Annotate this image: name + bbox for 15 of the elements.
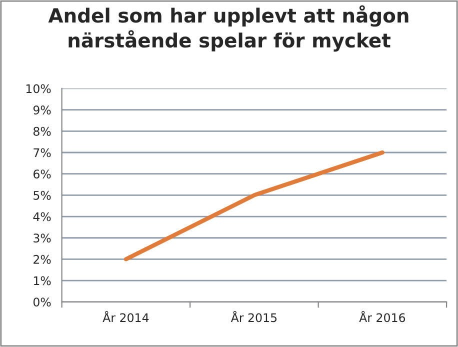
y-tick-label: 6% xyxy=(34,170,51,178)
y-tick-label: 2% xyxy=(34,254,51,264)
chart-title: Andel som har upplevt att någon närstående spelar för mycket xyxy=(48,5,408,52)
y-tick-label: 7% xyxy=(34,148,51,158)
y-tick-label: 8% xyxy=(33,126,51,136)
y-tick-label: 10% xyxy=(26,84,51,94)
x-tick-label: År 2015 xyxy=(230,311,277,322)
y-tick-label: 1% xyxy=(34,276,51,286)
y-tick-label: 4% xyxy=(33,212,51,222)
x-tick-label: År 2016 xyxy=(359,311,406,322)
x-tick-label: År 2014 xyxy=(102,311,149,322)
y-tick-label: 5% xyxy=(34,190,51,200)
y-tick-label: 0% xyxy=(33,298,51,307)
y-tick-label: 3% xyxy=(34,234,51,243)
y-tick-label: 9% xyxy=(33,106,51,114)
